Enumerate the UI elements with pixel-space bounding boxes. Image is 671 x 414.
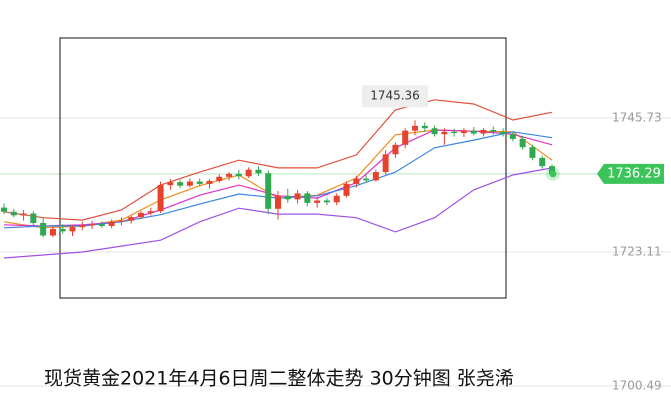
candle-body: [69, 227, 76, 232]
candle-body: [343, 183, 350, 196]
grid: [0, 117, 671, 387]
candle-body: [275, 195, 281, 209]
candle-body: [323, 200, 330, 203]
candle-body: [441, 131, 448, 135]
candle-body: [49, 228, 56, 236]
candle-body: [108, 221, 115, 226]
y-tick-label: 1700.49: [612, 378, 662, 392]
frame-box: [59, 37, 507, 299]
candle-body: [196, 181, 203, 184]
candle-body: [216, 176, 223, 181]
candle-body: [294, 193, 301, 200]
candles: [1, 120, 555, 238]
candle-body: [460, 130, 467, 133]
last-price-dot: [549, 170, 557, 178]
candle-body: [118, 220, 125, 222]
candle-body: [529, 147, 536, 158]
labels: 1745.73 1723.11 1700.49 1745.36 1736.29: [362, 85, 664, 392]
candle-body: [98, 224, 105, 226]
candle-body: [549, 166, 555, 174]
candle-body: [333, 195, 340, 203]
candle-body: [20, 213, 27, 216]
y-tick-label: 1723.11: [612, 244, 662, 258]
candle-body: [392, 144, 399, 155]
candle-body: [431, 128, 438, 135]
candle-body: [470, 130, 477, 134]
candle-body: [30, 213, 37, 224]
candle-body: [382, 154, 389, 173]
candle-body: [89, 224, 96, 226]
candle-body: [284, 195, 291, 200]
candle-body: [177, 182, 184, 186]
last-price-label: 1736.29: [607, 166, 661, 181]
candle-body: [147, 211, 154, 213]
candle-body: [265, 173, 272, 209]
candle-body: [539, 157, 546, 167]
candle-body: [40, 223, 47, 236]
candle-body: [79, 225, 86, 228]
candle-body: [245, 169, 252, 177]
candle-body: [304, 193, 311, 203]
candle-body: [128, 217, 135, 221]
candle-body: [235, 173, 242, 177]
indicator-line: [3, 99, 553, 221]
last-price-box: [597, 163, 664, 184]
candle-body: [519, 138, 526, 148]
candle-body: [372, 172, 379, 181]
chart-title: 现货黄金2021年4月6日周二整体走势 30分钟图 张尧浠: [44, 368, 514, 390]
candle-body: [509, 134, 516, 139]
candle-body: [1, 207, 7, 212]
candle-body: [421, 125, 428, 129]
candle-body: [206, 180, 213, 184]
high-label-box: [362, 85, 428, 108]
high-label: 1745.36: [370, 89, 420, 103]
candle-body: [59, 228, 66, 232]
candle-body: [10, 211, 17, 216]
candle-body: [167, 182, 174, 186]
candle-body: [451, 131, 458, 133]
candle-body: [412, 125, 418, 131]
candle-body: [480, 130, 487, 134]
y-tick-label: 1745.73: [612, 110, 662, 124]
candle-body: [226, 173, 233, 177]
candle-body: [402, 130, 409, 145]
candle-body: [186, 181, 193, 186]
candle-body: [363, 178, 370, 181]
candle-body: [157, 185, 164, 212]
candle-body: [490, 130, 497, 132]
candle-body: [314, 200, 321, 203]
candle-body: [255, 169, 262, 174]
candle-body: [500, 131, 507, 135]
candle-body: [138, 212, 144, 218]
candle-body: [353, 178, 360, 184]
indicator-lines: [3, 99, 553, 259]
